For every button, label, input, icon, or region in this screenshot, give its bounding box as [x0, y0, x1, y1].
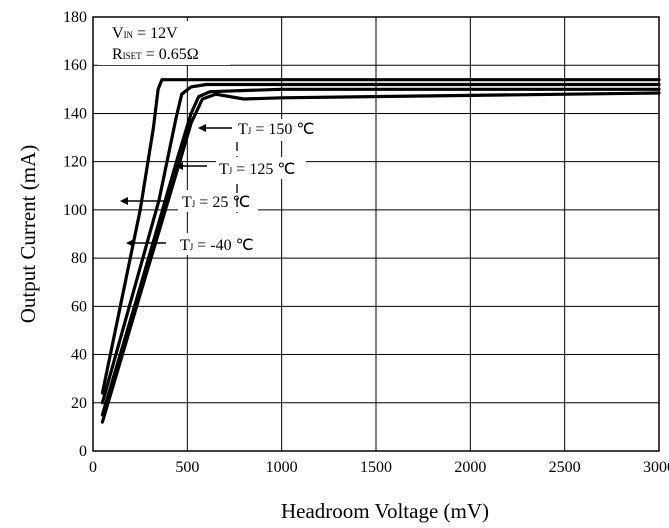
- label-main: T: [182, 194, 192, 211]
- series-line: [100, 78, 661, 395]
- series-line: [100, 82, 661, 405]
- label-rest: = -40 ℃: [193, 237, 253, 254]
- label-rest: = 125 ℃: [232, 161, 295, 178]
- annotation-arrow-head: [120, 197, 128, 205]
- x-tick-label: 2500: [549, 459, 581, 476]
- series-label: TJ = -40 ℃: [180, 237, 254, 254]
- label-rest: = 25 ℃: [195, 194, 250, 211]
- label-subscript: IN: [124, 30, 134, 40]
- label-subscript: J: [190, 242, 194, 252]
- label-subscript: J: [229, 166, 233, 176]
- plot-area: [92, 16, 660, 452]
- annotation-background: [232, 119, 328, 141]
- x-axis-title: Headroom Voltage (mV): [281, 499, 489, 523]
- y-tick-label: 60: [71, 298, 87, 315]
- label-main: R: [112, 46, 123, 63]
- y-tick-label: 80: [71, 250, 87, 267]
- y-tick-label: 180: [63, 9, 87, 26]
- series-label: TJ = 125 ℃: [219, 161, 295, 178]
- annotation-arrow-head: [198, 124, 206, 132]
- label-subscript: J: [192, 199, 196, 209]
- y-tick-label: 160: [63, 57, 87, 74]
- annotation-arrow-head: [175, 162, 183, 170]
- label-rest: = 12V: [133, 25, 178, 42]
- series-line: [100, 91, 661, 424]
- y-tick-label: 40: [71, 347, 87, 364]
- x-tick-label: 1000: [266, 459, 298, 476]
- conditions-box: VIN = 12V RISET = 0.65Ω: [98, 21, 230, 65]
- series-line: [100, 87, 661, 417]
- label-subscript: ISET: [123, 51, 143, 61]
- y-axis-title: Output Current (mA): [16, 145, 40, 323]
- series-label: TJ = 150 ℃: [238, 121, 314, 138]
- x-tick-label: 0: [89, 459, 97, 476]
- annotation-background: [176, 233, 266, 255]
- x-tick-label: 500: [175, 459, 199, 476]
- conditions-background: [98, 21, 230, 65]
- x-tick-label: 2000: [454, 459, 486, 476]
- annotation-background: [216, 157, 306, 179]
- label-rest: = 150 ℃: [251, 121, 314, 138]
- label-main: V: [112, 25, 124, 42]
- x-tick-label: 1500: [360, 459, 392, 476]
- annotation-background: [178, 190, 258, 212]
- label-rest: = 0.65Ω: [142, 46, 199, 63]
- series-lines: [100, 78, 661, 424]
- label-main: T: [180, 237, 190, 254]
- condition-label: VIN = 12V: [112, 25, 178, 42]
- annotation-arrow-head: [126, 239, 134, 247]
- y-tick-label: 0: [79, 443, 87, 460]
- y-tick-label: 20: [71, 395, 87, 412]
- label-main: T: [238, 121, 248, 138]
- condition-label: RISET = 0.65Ω: [112, 46, 199, 63]
- label-subscript: J: [248, 126, 252, 136]
- y-tick-label: 100: [63, 202, 87, 219]
- label-main: T: [219, 161, 229, 178]
- y-tick-label: 140: [63, 105, 87, 122]
- series-annotations: TJ = -40 ℃TJ = 25 ℃TJ = 125 ℃TJ = 150 ℃: [120, 119, 328, 255]
- y-tick-label: 120: [63, 154, 87, 171]
